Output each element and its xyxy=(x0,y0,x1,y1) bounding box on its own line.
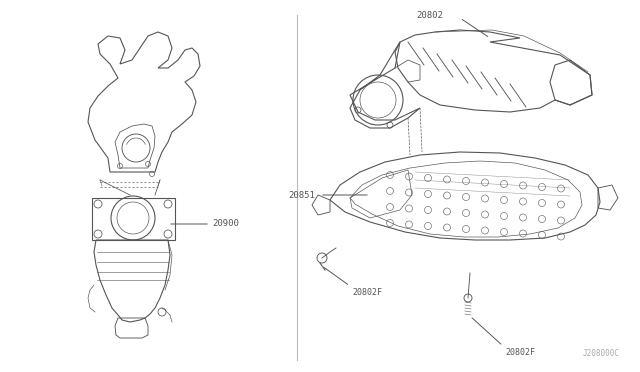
Text: 20802: 20802 xyxy=(417,10,444,19)
Text: 20802F: 20802F xyxy=(352,288,382,297)
Text: 20851: 20851 xyxy=(288,190,315,199)
Text: 20900: 20900 xyxy=(212,219,239,228)
Text: J208000C: J208000C xyxy=(583,349,620,358)
Text: 20802F: 20802F xyxy=(505,348,535,357)
